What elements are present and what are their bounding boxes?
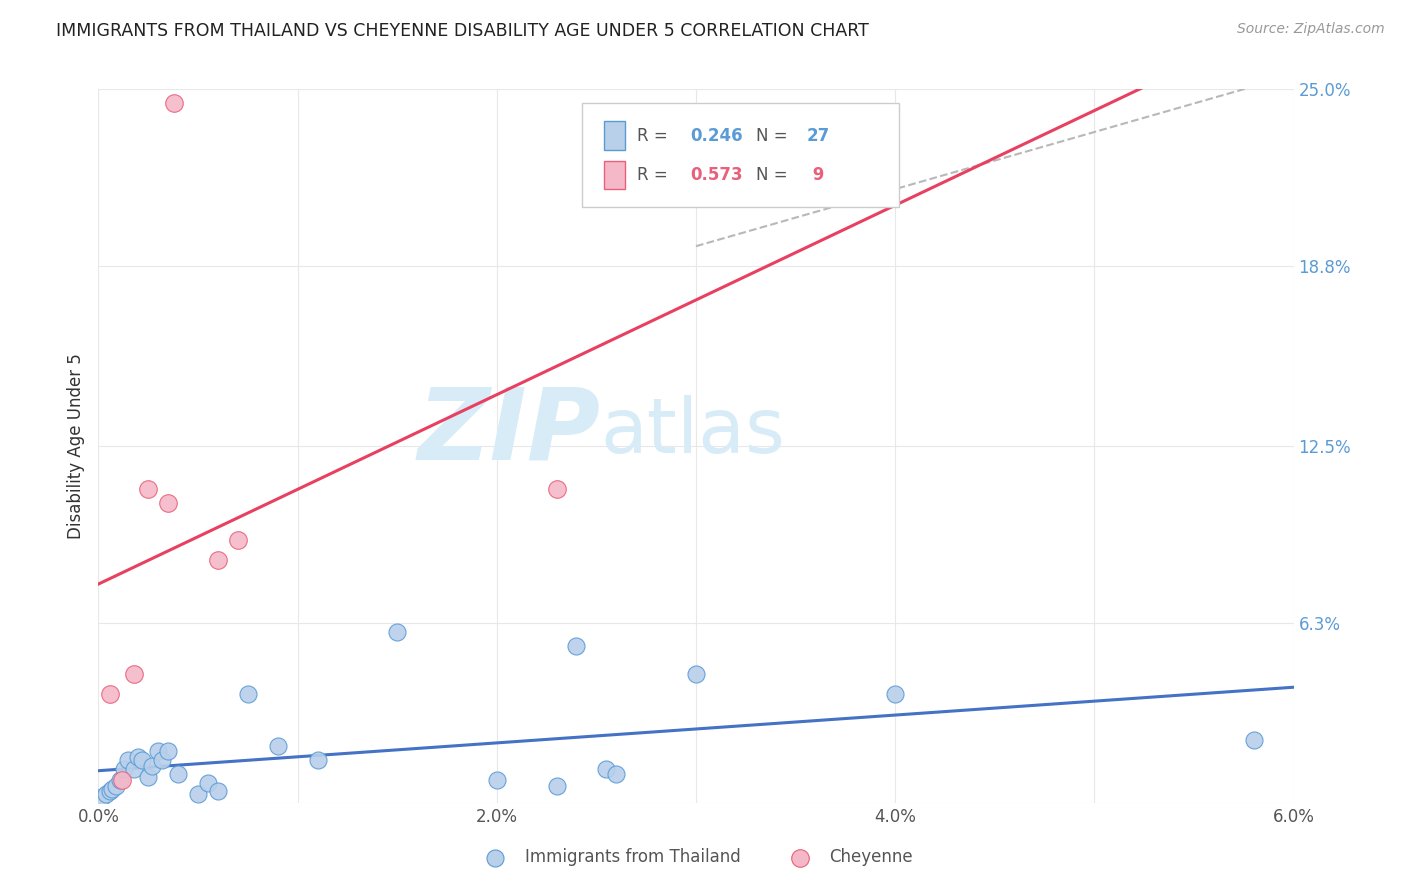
Point	[117, 753, 139, 767]
Text: IMMIGRANTS FROM THAILAND VS CHEYENNE DISABILITY AGE UNDER 5 CORRELATION CHART: IMMIGRANTS FROM THAILAND VS CHEYENNE DIS…	[56, 22, 869, 40]
Point	[187, 787, 209, 801]
Point	[884, 687, 907, 701]
Point	[546, 779, 568, 793]
Point	[167, 767, 190, 781]
Text: atlas: atlas	[600, 395, 785, 468]
FancyBboxPatch shape	[605, 121, 626, 150]
Text: 0.573: 0.573	[690, 166, 742, 184]
Point	[685, 667, 707, 681]
Point	[595, 762, 617, 776]
Point	[207, 784, 229, 798]
Point	[197, 776, 219, 790]
Point	[127, 750, 149, 764]
Point	[110, 772, 132, 787]
Text: 9: 9	[807, 166, 824, 184]
Point	[98, 687, 122, 701]
Text: R =: R =	[637, 166, 673, 184]
Text: R =: R =	[637, 127, 673, 145]
Y-axis label: Disability Age Under 5: Disability Age Under 5	[66, 353, 84, 539]
Text: 0.246: 0.246	[690, 127, 742, 145]
Point	[226, 533, 249, 548]
Text: N =: N =	[756, 127, 793, 145]
Legend: Immigrants from Thailand, Cheyenne: Immigrants from Thailand, Cheyenne	[472, 842, 920, 873]
Point	[385, 624, 409, 639]
Point	[136, 770, 159, 784]
Point	[112, 762, 135, 776]
Text: 27: 27	[807, 127, 831, 145]
Point	[141, 758, 163, 772]
Point	[207, 553, 229, 567]
Point	[1243, 733, 1265, 747]
FancyBboxPatch shape	[582, 103, 900, 207]
Text: N =: N =	[756, 166, 793, 184]
Text: Source: ZipAtlas.com: Source: ZipAtlas.com	[1237, 22, 1385, 37]
Point	[605, 767, 627, 781]
Point	[105, 779, 128, 793]
Point	[148, 744, 170, 758]
Point	[91, 790, 114, 805]
Point	[307, 753, 329, 767]
Point	[485, 772, 508, 787]
Point	[236, 687, 259, 701]
Point	[124, 762, 146, 776]
Point	[824, 182, 846, 196]
FancyBboxPatch shape	[605, 161, 626, 189]
Point	[565, 639, 588, 653]
Point	[546, 482, 568, 496]
Point	[124, 667, 146, 681]
Point	[111, 772, 134, 787]
Point	[136, 482, 159, 496]
Text: ZIP: ZIP	[418, 384, 600, 480]
Point	[98, 784, 122, 798]
Point	[157, 744, 180, 758]
Point	[96, 787, 118, 801]
Point	[101, 781, 124, 796]
Point	[163, 96, 186, 111]
Point	[267, 739, 290, 753]
Point	[131, 753, 153, 767]
Point	[150, 753, 173, 767]
Point	[157, 496, 180, 510]
